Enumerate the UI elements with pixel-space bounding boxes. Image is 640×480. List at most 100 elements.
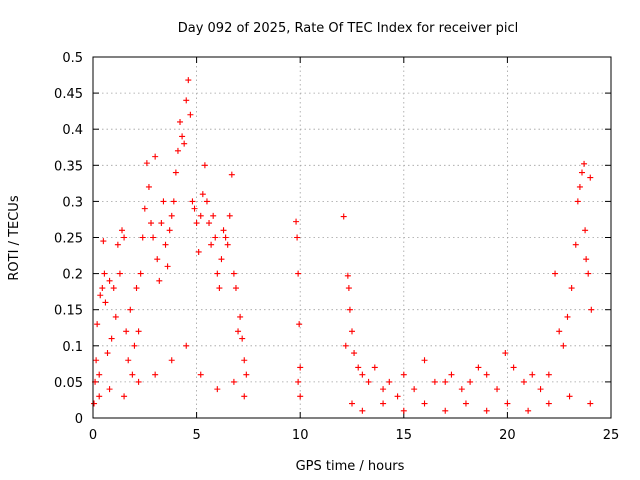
data-point bbox=[572, 241, 579, 248]
data-point bbox=[177, 118, 184, 125]
data-point bbox=[560, 342, 567, 349]
data-point bbox=[201, 162, 208, 169]
data-point bbox=[183, 342, 190, 349]
data-point bbox=[158, 220, 165, 227]
data-point bbox=[241, 357, 248, 364]
data-point bbox=[365, 378, 372, 385]
data-point bbox=[170, 198, 177, 205]
y-tick-label: 0.4 bbox=[62, 123, 83, 138]
data-point bbox=[145, 183, 152, 190]
data-point bbox=[510, 364, 517, 371]
data-point bbox=[243, 371, 250, 378]
data-point bbox=[116, 270, 123, 277]
plot-frame bbox=[92, 56, 612, 419]
data-point bbox=[467, 378, 474, 385]
data-point bbox=[214, 386, 221, 393]
data-point bbox=[380, 386, 387, 393]
data-point bbox=[123, 328, 130, 335]
data-point bbox=[218, 256, 225, 263]
data-point bbox=[100, 238, 107, 245]
data-point bbox=[156, 277, 163, 284]
y-tick-label: 0.05 bbox=[54, 376, 83, 391]
data-point bbox=[216, 285, 223, 292]
data-point bbox=[359, 371, 366, 378]
data-point bbox=[297, 393, 304, 400]
data-point bbox=[112, 313, 119, 320]
data-point bbox=[210, 212, 217, 219]
data-point bbox=[421, 357, 428, 364]
data-point bbox=[475, 364, 482, 371]
x-tick-label: 25 bbox=[603, 428, 620, 443]
data-point bbox=[483, 371, 490, 378]
data-point bbox=[587, 174, 594, 181]
data-point bbox=[297, 364, 304, 371]
data-point bbox=[101, 270, 108, 277]
x-tick-label: 0 bbox=[89, 428, 97, 443]
data-point bbox=[121, 234, 128, 241]
data-point bbox=[99, 285, 106, 292]
data-point bbox=[131, 342, 138, 349]
data-point bbox=[241, 393, 248, 400]
data-point bbox=[166, 227, 173, 234]
data-point bbox=[230, 270, 237, 277]
data-point bbox=[578, 169, 585, 176]
data-point bbox=[143, 160, 150, 167]
data-point bbox=[228, 171, 235, 178]
y-tick-label: 0.45 bbox=[54, 87, 83, 102]
data-point bbox=[104, 350, 111, 357]
data-point bbox=[400, 407, 407, 414]
data-point bbox=[106, 277, 113, 284]
y-tick-label: 0.5 bbox=[62, 51, 83, 66]
data-point bbox=[199, 191, 206, 198]
data-point bbox=[576, 183, 583, 190]
data-point bbox=[502, 350, 509, 357]
data-point bbox=[237, 313, 244, 320]
data-point bbox=[224, 241, 231, 248]
data-point bbox=[214, 270, 221, 277]
data-point bbox=[371, 364, 378, 371]
y-tick-label: 0.1 bbox=[62, 340, 83, 355]
data-point bbox=[119, 227, 126, 234]
data-point bbox=[189, 198, 196, 205]
data-point bbox=[106, 386, 113, 393]
data-point bbox=[585, 270, 592, 277]
x-axis-label: GPS time / hours bbox=[296, 459, 405, 474]
y-tick-label: 0.25 bbox=[54, 232, 83, 247]
data-point bbox=[154, 256, 161, 263]
data-point bbox=[168, 357, 175, 364]
y-tick-label: 0 bbox=[75, 412, 83, 427]
x-tick-label: 10 bbox=[292, 428, 309, 443]
data-point bbox=[226, 212, 233, 219]
data-point bbox=[344, 272, 351, 279]
data-point bbox=[93, 357, 100, 364]
tick-labels: 0 5 10 15 20 25 0 0.05 0.1 0.15 0.2 0.25 0.3 0.35 0.4 0… bbox=[54, 51, 619, 443]
data-point bbox=[185, 77, 192, 84]
data-point bbox=[150, 234, 157, 241]
data-point bbox=[494, 386, 501, 393]
data-point bbox=[545, 371, 552, 378]
data-point bbox=[346, 306, 353, 313]
data-point bbox=[125, 357, 132, 364]
data-point bbox=[552, 270, 559, 277]
data-point bbox=[583, 256, 590, 263]
data-point bbox=[121, 393, 128, 400]
data-point bbox=[114, 241, 121, 248]
data-point bbox=[400, 371, 407, 378]
data-point bbox=[394, 393, 401, 400]
data-point bbox=[141, 205, 148, 212]
data-point bbox=[129, 371, 136, 378]
data-point bbox=[220, 227, 227, 234]
data-point bbox=[230, 378, 237, 385]
chart-title: Day 092 of 2025, Rate Of TEC Index for r… bbox=[178, 21, 519, 36]
data-point bbox=[152, 153, 159, 160]
data-points bbox=[91, 77, 595, 414]
data-point bbox=[135, 328, 142, 335]
data-point bbox=[448, 371, 455, 378]
data-point bbox=[96, 371, 103, 378]
data-point bbox=[349, 328, 355, 335]
data-point bbox=[133, 285, 140, 292]
data-point bbox=[183, 97, 190, 104]
data-point bbox=[208, 241, 215, 248]
data-point bbox=[162, 241, 169, 248]
data-point bbox=[566, 393, 573, 400]
